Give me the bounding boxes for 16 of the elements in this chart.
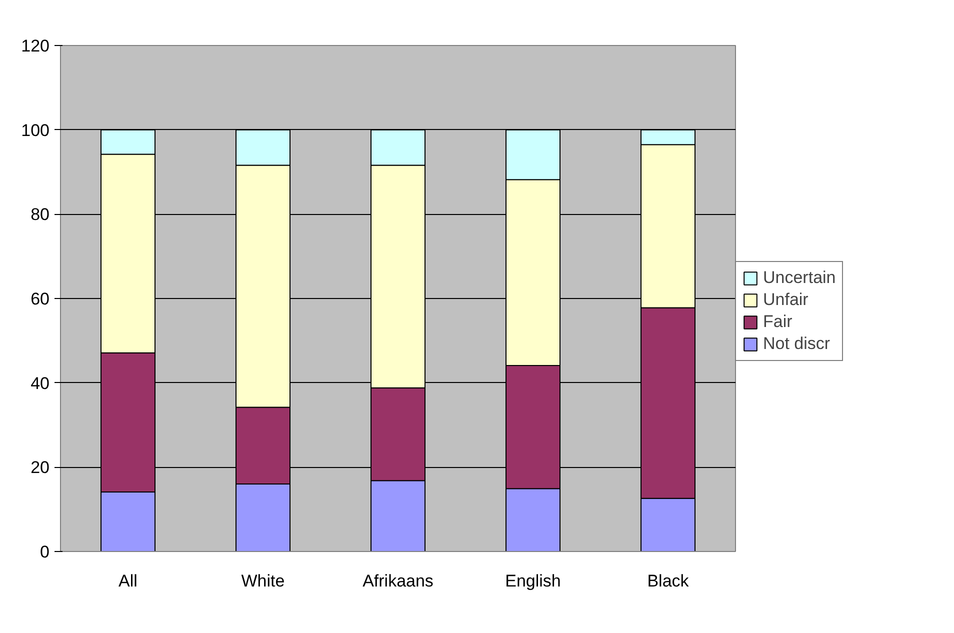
legend-label: Not discr (763, 334, 830, 354)
y-tick-label: 100 (21, 120, 50, 140)
x-tick-label: English (505, 572, 561, 590)
x-tick-label: White (241, 572, 285, 590)
y-tick-label: 60 (30, 290, 50, 308)
x-tick-label: Black (647, 572, 690, 590)
y-tick-label: 80 (30, 205, 50, 224)
x-tick-label: All (118, 572, 138, 590)
legend-label: Fair (763, 312, 792, 332)
y-tick-label: 120 (21, 36, 50, 56)
legend-label: Unfair (763, 290, 808, 310)
x-tick-label: Afrikaans (362, 572, 434, 590)
y-tick-label: 0 (40, 542, 50, 562)
legend-label: Uncertain (763, 268, 836, 288)
y-tick-label: 40 (30, 374, 50, 393)
y-tick-label: 20 (30, 458, 50, 478)
